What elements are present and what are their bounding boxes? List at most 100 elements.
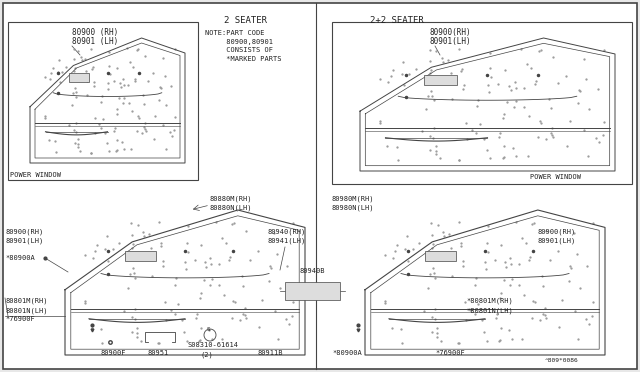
Point [127,232,137,238]
Point [493,81,503,87]
Point [146,245,156,251]
Point [375,118,385,124]
Point [109,125,120,131]
Point [420,106,431,112]
Point [565,118,575,124]
Point [88,255,98,261]
Point [598,46,609,52]
Point [485,49,495,55]
Point [100,130,111,136]
Point [238,283,248,289]
Point [495,295,505,301]
Point [506,261,516,267]
Point [147,256,157,262]
Point [112,65,122,71]
Point [466,307,476,313]
Text: 80901(LH): 80901(LH) [430,37,472,46]
Point [157,263,168,269]
Point [460,317,470,323]
Point [579,57,589,62]
Bar [125,251,156,261]
Point [388,255,398,261]
Point [518,292,529,298]
Point [206,261,216,267]
Point [483,337,493,343]
Point [45,76,55,82]
Point [485,155,495,161]
Point [156,85,166,91]
Point [130,275,140,281]
Point [224,257,234,263]
Point [158,258,168,264]
Point [516,235,527,241]
Point [545,105,556,111]
Point [514,282,524,288]
Point [189,257,200,263]
Point [69,140,79,146]
Point [447,256,457,262]
Point [132,222,143,228]
Point [132,113,143,119]
Point [214,261,224,267]
Point [528,298,538,304]
Point [398,59,408,65]
Point [86,150,96,155]
Point [511,219,522,225]
Point [454,219,464,225]
Point [241,315,252,321]
Point [123,285,133,291]
Point [538,273,548,279]
Point [547,125,557,131]
Point [119,146,129,152]
Point [50,138,60,144]
Point [81,68,92,74]
Polygon shape [360,38,615,171]
Point [584,106,595,112]
Point [76,54,86,60]
Polygon shape [65,210,305,355]
Point [143,78,154,84]
Point [475,121,485,127]
Bar [332,22,632,184]
Point [128,64,138,70]
Point [71,129,81,135]
Point [125,147,136,153]
Point [119,94,129,100]
Point [557,297,567,303]
Point [98,116,108,122]
Point [594,139,604,145]
Point [169,126,179,132]
Point [534,317,545,323]
Point [166,307,176,313]
Point [282,263,292,269]
Point [431,48,442,54]
Point [140,126,150,132]
Point [80,252,90,258]
Point [396,326,406,332]
Point [217,336,227,342]
Point [433,76,443,81]
Point [443,57,453,63]
Text: 80940B: 80940B [300,268,326,274]
Point [483,223,493,229]
Point [196,242,206,248]
Point [387,325,397,331]
Point [425,133,435,139]
Point [139,101,149,107]
Point [471,275,481,281]
Point [434,251,444,257]
Point [119,308,129,314]
Point [505,254,515,260]
Text: 80951: 80951 [148,350,169,356]
Point [518,85,529,91]
Point [427,93,437,99]
Point [156,240,166,246]
Point [287,313,297,319]
Point [72,137,83,142]
Point [429,125,439,131]
Point [444,231,454,237]
Point [477,317,487,323]
Point [154,219,164,225]
Point [470,311,480,317]
Point [211,219,221,225]
